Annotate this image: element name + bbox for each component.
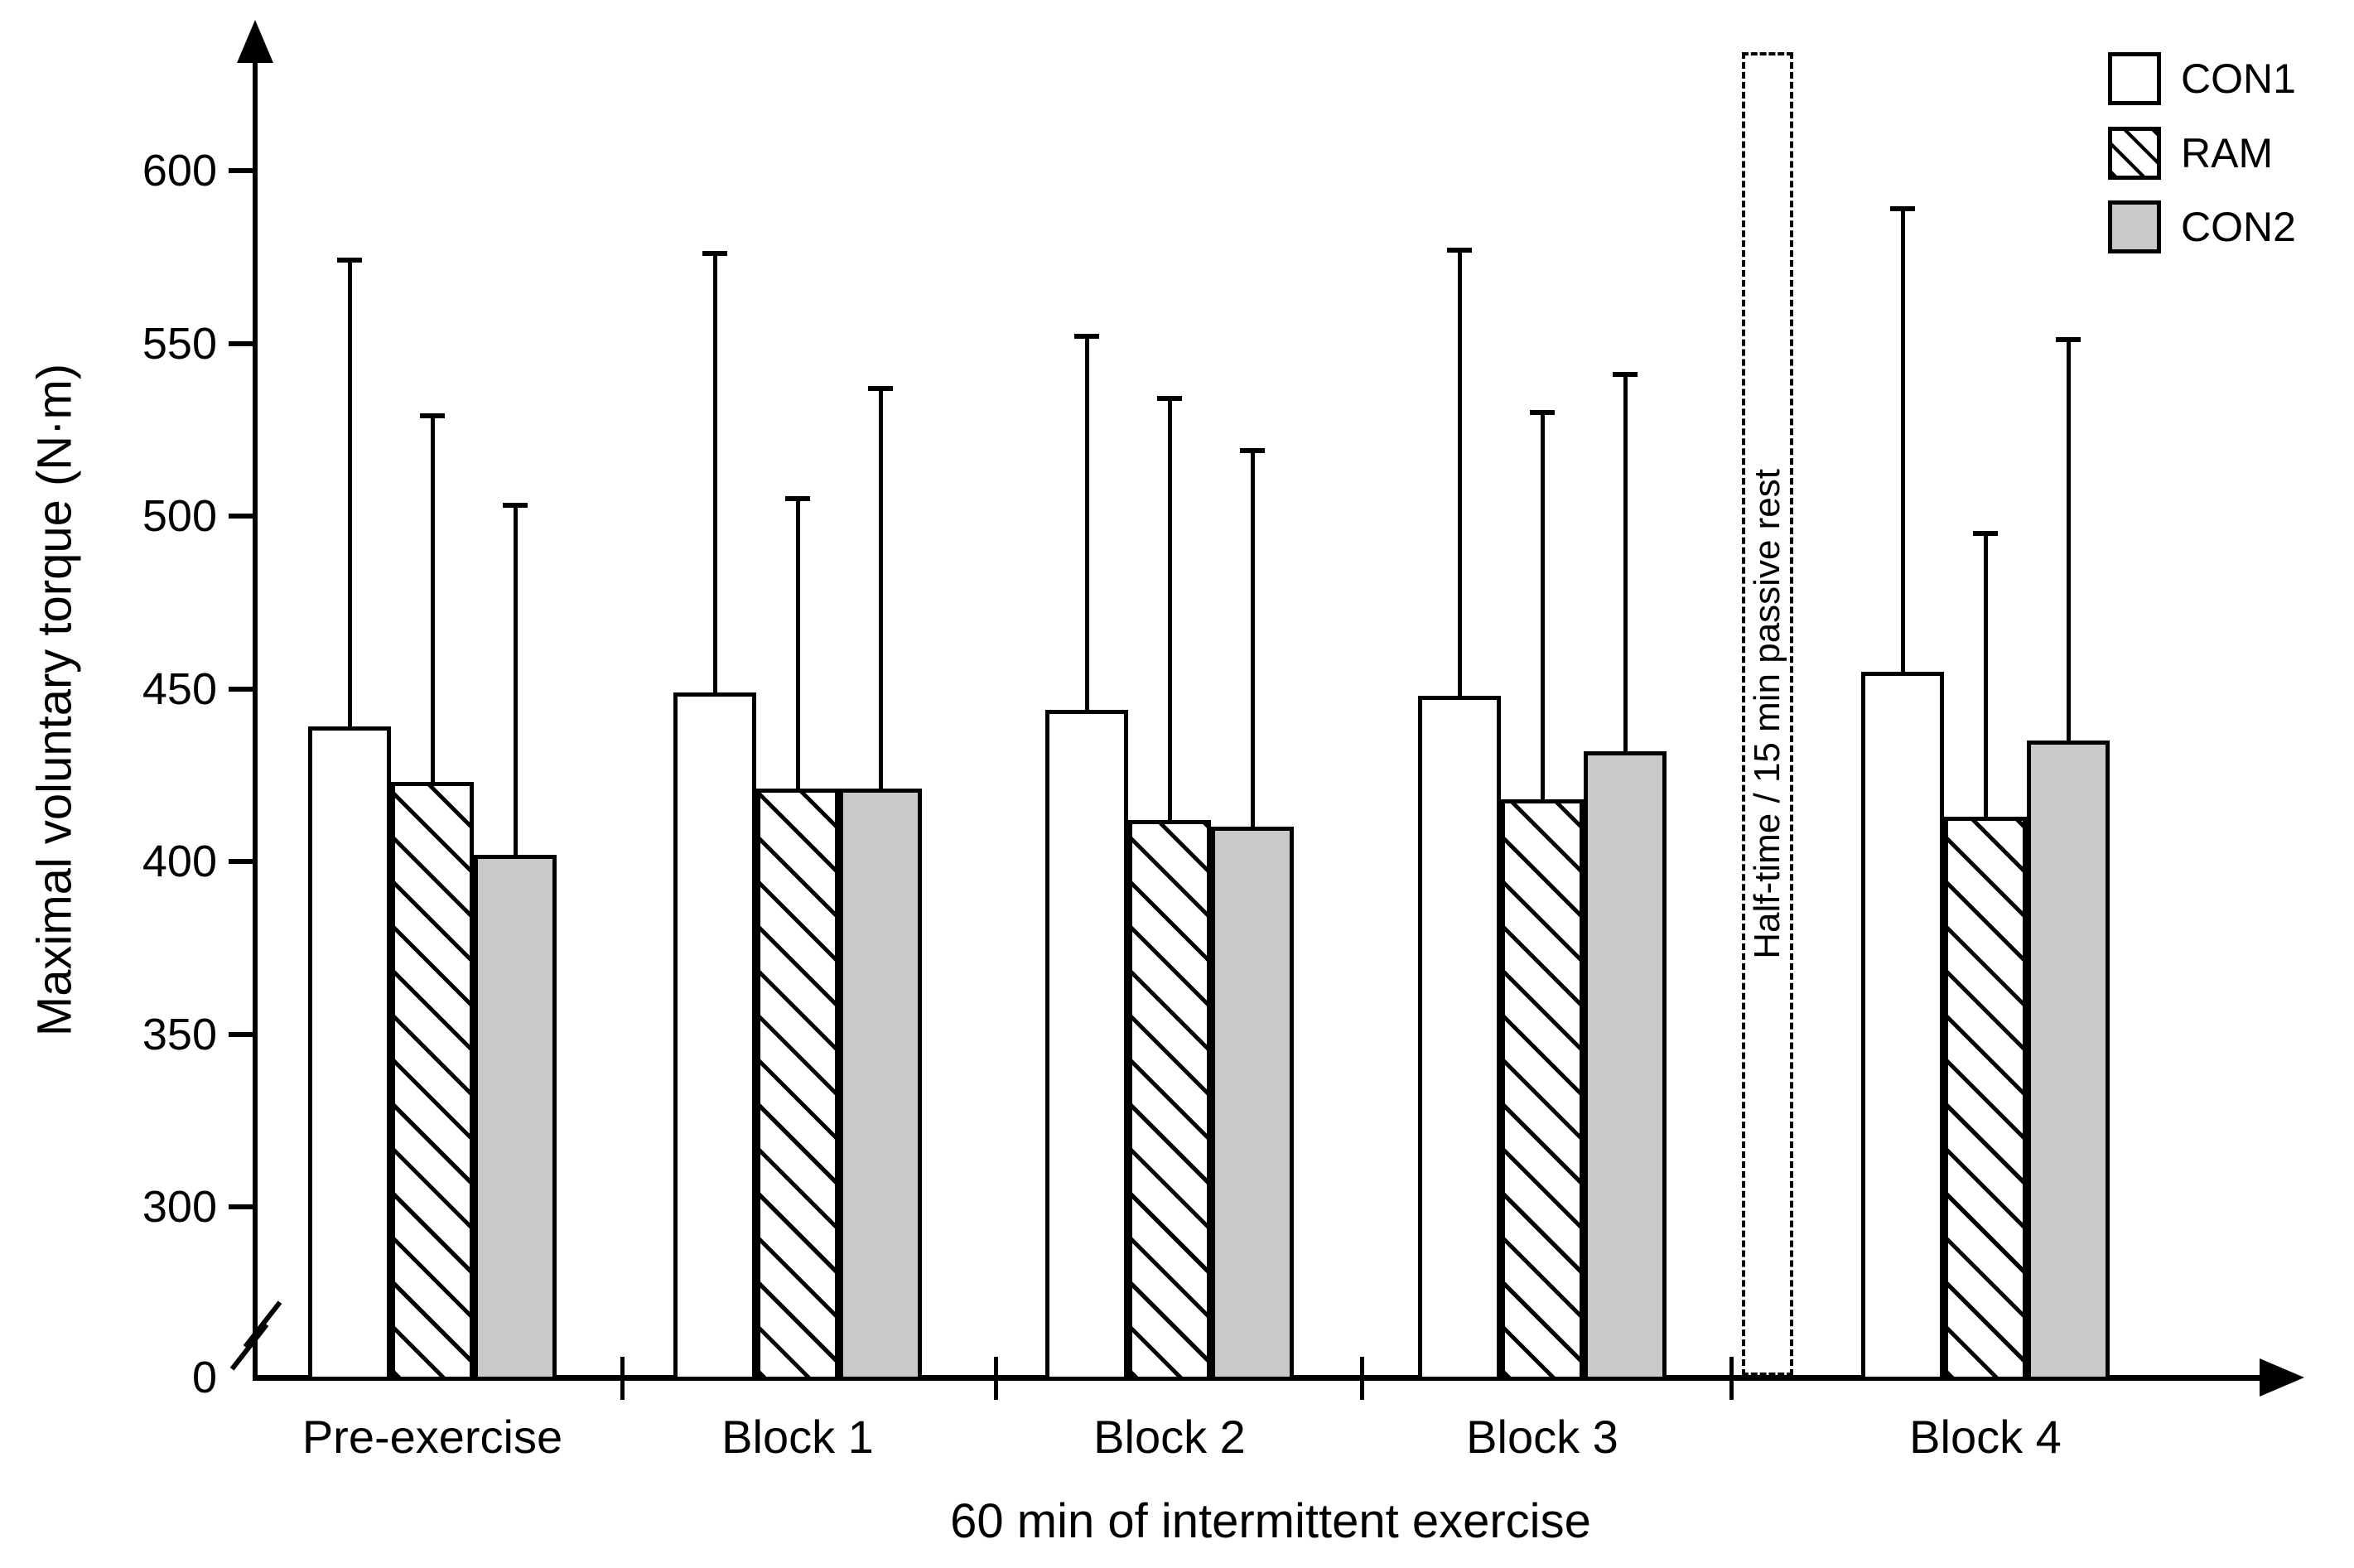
error-cap-con1-pre-exercise [337, 258, 362, 263]
y-tick-label-500: 500 [142, 491, 217, 541]
y-tick-label-450: 450 [142, 663, 217, 714]
bar-ram-block-3 [1501, 798, 1584, 1381]
error-bar-con1-block-4 [1900, 208, 1905, 674]
error-cap-ram-block-3 [1530, 409, 1555, 415]
bar-ram-block-4 [1944, 816, 2027, 1381]
bar-ram-block-2 [1128, 819, 1211, 1381]
error-bar-con2-block-4 [2066, 340, 2071, 744]
y-tick-450 [229, 686, 255, 692]
y-tick-350 [229, 1031, 255, 1037]
x-axis-arrow-icon [2260, 1358, 2304, 1397]
error-cap-con1-block-1 [702, 251, 727, 257]
bar-con1-block-4 [1861, 671, 1944, 1381]
y-axis-line [253, 50, 258, 1380]
x-category-label-block-3: Block 3 [1466, 1411, 1618, 1463]
axis-break-icon [229, 1323, 269, 1371]
error-cap-ram-block-1 [785, 496, 810, 502]
bar-con1-block-1 [673, 692, 756, 1381]
error-cap-con1-block-2 [1074, 334, 1099, 340]
bar-con2-pre-exercise [474, 854, 557, 1381]
y-tick-400 [229, 859, 255, 864]
x-separator-tick [994, 1357, 998, 1400]
half-time-annotation-label: Half-time / 15 min passive rest [1747, 469, 1787, 959]
x-axis-title: 60 min of intermittent exercise [950, 1494, 1591, 1548]
bar-con1-pre-exercise [308, 726, 391, 1381]
y-tick-500 [229, 514, 255, 519]
error-bar-con2-block-3 [1623, 374, 1628, 754]
error-bar-con1-block-1 [712, 253, 717, 695]
x-separator-tick [620, 1357, 625, 1400]
bar-con2-block-4 [2027, 741, 2110, 1381]
y-tick-label-350: 350 [142, 1009, 217, 1059]
error-cap-ram-block-2 [1157, 396, 1182, 402]
x-category-label-block-1: Block 1 [721, 1411, 874, 1463]
error-cap-con1-block-3 [1447, 247, 1472, 253]
error-bar-con2-block-2 [1250, 450, 1255, 830]
x-separator-tick [1360, 1357, 1364, 1400]
error-bar-ram-block-4 [1983, 533, 1988, 819]
error-bar-ram-pre-exercise [430, 416, 435, 785]
x-category-label-pre-exercise: Pre-exercise [301, 1411, 563, 1463]
bar-con2-block-1 [839, 789, 922, 1381]
half-time-annotation-box: Half-time / 15 min passive rest [1742, 52, 1793, 1376]
axis-break-icon [243, 1300, 282, 1348]
y-tick-label-0: 0 [191, 1353, 217, 1402]
bar-con1-block-2 [1045, 709, 1128, 1381]
bar-ram-pre-exercise [391, 782, 474, 1381]
y-tick-label-400: 400 [142, 837, 217, 886]
legend-label-con2: CON2 [2181, 204, 2296, 250]
legend-swatch-ram [2108, 127, 2161, 180]
error-bar-ram-block-3 [1540, 412, 1545, 802]
y-tick-550 [229, 340, 255, 346]
error-bar-ram-block-2 [1167, 398, 1172, 823]
legend-swatch-con2 [2108, 200, 2161, 253]
bar-con2-block-2 [1211, 827, 1294, 1381]
x-category-label-block-4: Block 4 [1909, 1411, 2062, 1463]
error-bar-ram-block-1 [795, 499, 800, 792]
error-cap-ram-block-4 [1973, 530, 1998, 536]
error-bar-con1-block-3 [1457, 249, 1462, 698]
error-cap-con1-block-4 [1890, 205, 1915, 211]
error-cap-con2-block-3 [1613, 372, 1638, 378]
error-cap-con2-block-2 [1240, 447, 1265, 453]
error-bar-con2-block-1 [878, 388, 883, 792]
legend-label-ram: RAM [2181, 130, 2274, 176]
error-bar-con2-pre-exercise [513, 505, 518, 857]
error-bar-con1-block-2 [1084, 336, 1089, 712]
error-cap-con2-block-1 [868, 385, 893, 391]
bar-con2-block-3 [1584, 750, 1667, 1381]
y-tick-label-600: 600 [142, 146, 217, 195]
y-axis-arrow-icon [237, 20, 273, 63]
legend-swatch-con1 [2108, 52, 2161, 105]
y-tick-label-550: 550 [142, 318, 217, 369]
x-category-label-block-2: Block 2 [1093, 1411, 1246, 1463]
bar-ram-block-1 [756, 789, 839, 1381]
y-tick-label-300: 300 [142, 1182, 217, 1232]
error-cap-con2-pre-exercise [503, 503, 528, 509]
y-tick-300 [229, 1204, 255, 1209]
x-separator-tick [1729, 1357, 1734, 1400]
error-cap-ram-pre-exercise [420, 413, 445, 419]
error-cap-con2-block-4 [2056, 337, 2081, 343]
y-tick-600 [229, 168, 255, 173]
error-bar-con1-pre-exercise [347, 260, 352, 730]
legend-label-con1: CON1 [2181, 55, 2296, 102]
bar-con1-block-3 [1418, 695, 1501, 1381]
